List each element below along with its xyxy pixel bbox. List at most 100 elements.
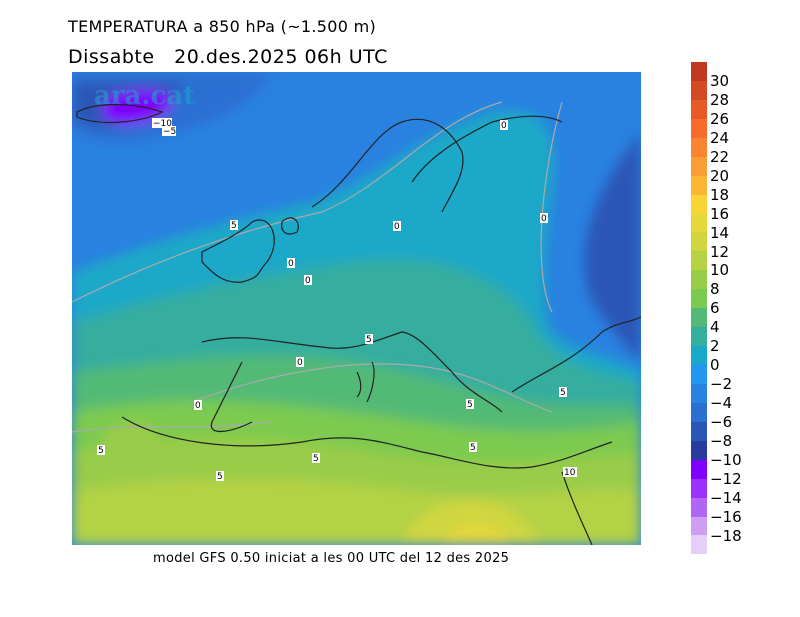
svg-text:0: 0	[195, 401, 201, 411]
colorbar-swatch	[691, 478, 707, 498]
svg-text:0: 0	[288, 259, 294, 269]
svg-text:5: 5	[560, 388, 566, 398]
chart-subtitle: Dissabte 20.des.2025 06h UTC	[68, 46, 388, 68]
svg-text:5: 5	[231, 221, 237, 231]
svg-text:5: 5	[98, 446, 104, 456]
colorbar-label: 26	[710, 109, 730, 128]
svg-text:5: 5	[313, 454, 319, 464]
colorbar-swatch	[691, 402, 707, 422]
chart-title: TEMPERATURA a 850 hPa (~1.500 m)	[68, 17, 377, 36]
contour-label: 0	[296, 357, 304, 368]
colorbar-label: −6	[710, 413, 733, 432]
contour-label: 10	[563, 467, 577, 478]
colorbar-label: −8	[710, 432, 733, 450]
colorbar-label: 0	[710, 356, 720, 375]
colorbar-swatch	[691, 118, 707, 138]
colorbar-label: 20	[710, 166, 730, 185]
contour-label: 0	[540, 213, 548, 224]
field-14to16	[442, 523, 510, 545]
colorbar	[691, 62, 707, 555]
colorbar-label: −16	[710, 507, 742, 526]
colorbar-swatch	[691, 459, 707, 479]
svg-text:0: 0	[501, 121, 507, 131]
colorbar-label: −4	[710, 394, 733, 413]
contour-label: 0	[194, 400, 202, 411]
colorbar-swatch	[691, 194, 707, 214]
colorbar-label: 4	[710, 318, 720, 337]
model-footer: model GFS 0.50 iniciat a les 00 UTC del …	[153, 551, 510, 566]
colorbar-label: 18	[710, 185, 730, 204]
colorbar-label: −2	[710, 375, 733, 394]
contour-label: 5	[230, 220, 238, 231]
svg-text:0: 0	[394, 222, 400, 232]
watermark: ara.cat	[94, 81, 195, 111]
contour-label: 5	[559, 387, 567, 398]
contour-label: 0	[500, 120, 508, 131]
colorbar-swatch	[691, 497, 707, 517]
colorbar-swatch	[691, 535, 707, 555]
svg-text:0: 0	[297, 358, 303, 368]
contour-label: 5	[97, 445, 105, 456]
colorbar-label: −14	[710, 488, 742, 507]
colorbar-swatch	[691, 327, 707, 347]
colorbar-swatch	[691, 80, 707, 100]
svg-text:5: 5	[217, 472, 223, 482]
colorbar-label: 16	[710, 204, 730, 223]
colorbar-swatch	[691, 232, 707, 252]
svg-text:−5: −5	[163, 127, 176, 137]
colorbar-label: 2	[710, 337, 720, 356]
svg-text:5: 5	[467, 400, 473, 410]
colorbar-swatch	[691, 270, 707, 290]
colorbar-swatch	[691, 175, 707, 195]
field-iberia-cool	[102, 422, 162, 462]
colorbar-swatch	[691, 383, 707, 403]
colorbar-label: 14	[710, 223, 730, 242]
colorbar-label: 10	[710, 261, 730, 280]
field-east-cold	[584, 132, 641, 362]
colorbar-swatch	[691, 289, 707, 309]
contour-label: 0	[393, 221, 401, 232]
colorbar-swatch	[691, 346, 707, 365]
contour-label: 0	[304, 275, 312, 286]
svg-text:−10: −10	[153, 119, 172, 129]
contour-label: 5	[216, 471, 224, 482]
coastlines	[76, 103, 641, 545]
contour-label: 5	[365, 334, 373, 345]
colorbar-label: 24	[710, 128, 730, 147]
contour-label: 5	[469, 442, 477, 453]
contour-label: −10	[152, 118, 172, 129]
colorbar-swatch	[691, 251, 707, 271]
colorbar-label: −12	[710, 469, 742, 488]
colorbar-label: 30	[710, 71, 730, 90]
colorbar-swatch	[691, 440, 707, 460]
contour-label: 5	[466, 399, 474, 410]
colorbar-label: −18	[710, 526, 742, 545]
colorbar-label: 28	[710, 90, 730, 109]
colorbar-swatch	[691, 365, 707, 384]
colorbar-swatch	[691, 99, 707, 119]
svg-text:10: 10	[564, 468, 576, 478]
colorbar-label: 22	[710, 147, 730, 166]
contour-label: 0	[287, 258, 295, 269]
colorbar-swatch	[691, 421, 707, 441]
colorbar-swatch	[691, 62, 707, 81]
colorbar-swatch	[691, 516, 707, 536]
temperature-map: ara.cat 0 0	[72, 72, 641, 545]
colorbar-label: 6	[710, 299, 720, 318]
colorbar-label: −10	[710, 450, 742, 469]
svg-text:5: 5	[470, 443, 476, 453]
colorbar-label: 12	[710, 242, 730, 261]
svg-text:5: 5	[366, 335, 372, 345]
colorbar-swatch	[691, 156, 707, 176]
colorbar-swatch	[691, 137, 707, 157]
contour-label-group: 0 0 0 0 0 0 0 5 5 5 5 5 5 5 5 10 −10 −5	[97, 118, 577, 482]
contour-label: 5	[312, 453, 320, 464]
colorbar-swatch	[691, 213, 707, 233]
colorbar-label: 8	[710, 280, 720, 299]
svg-text:0: 0	[541, 214, 547, 224]
colorbar-swatch	[691, 308, 707, 328]
contour-label: −5	[162, 126, 176, 137]
svg-text:0: 0	[305, 276, 311, 286]
field-12to14	[402, 499, 542, 545]
